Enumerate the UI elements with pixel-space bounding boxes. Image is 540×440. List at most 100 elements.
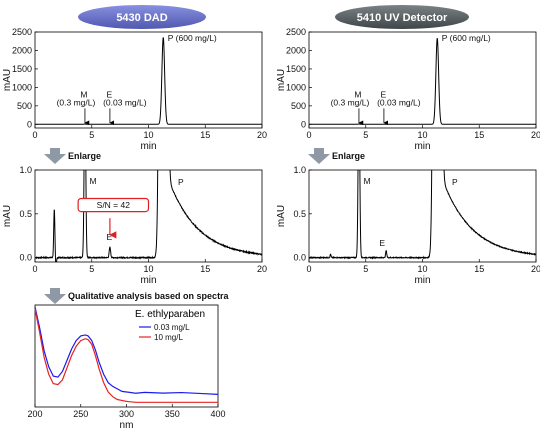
x-tick-label: 15 xyxy=(200,264,210,274)
x-tick-label: 15 xyxy=(474,264,484,274)
x-tick-label: 10 xyxy=(417,130,427,140)
plot-frame xyxy=(308,31,537,129)
x-tick-label: 10 xyxy=(143,264,153,274)
peak-label: E xyxy=(381,89,387,99)
enlarge-step-left: Enlarge xyxy=(44,148,101,164)
y-axis-label: mAU xyxy=(2,205,13,227)
x-tick-label: 0 xyxy=(306,264,311,274)
peak-label: M xyxy=(80,89,87,99)
y-tick-label: 2500 xyxy=(12,27,32,37)
y-tick-label: 1.0 xyxy=(293,165,306,175)
x-axis-label: min xyxy=(140,141,156,152)
down-arrow-icon xyxy=(44,148,66,164)
qualitative-label: Qualitative analysis based on spectra xyxy=(68,291,230,301)
y-tick-label: 1000 xyxy=(12,82,32,92)
y-tick-label: 0.0 xyxy=(293,253,306,263)
y-tick-label: 1.0 xyxy=(19,165,32,175)
y-tick-label: 1000 xyxy=(286,82,306,92)
peak-label: M xyxy=(363,176,370,186)
dad-title: 5430 DAD xyxy=(116,12,167,24)
x-tick-label: 5 xyxy=(363,130,368,140)
peak-label: P xyxy=(452,177,458,187)
peak-label: (0.03 mg/L) xyxy=(103,97,147,107)
x-tick-label: 5 xyxy=(363,264,368,274)
x-tick-label: 5 xyxy=(89,264,94,274)
peak-label: M xyxy=(89,176,96,186)
peak-label: (0.3 mg/L) xyxy=(331,97,370,107)
spectra-chart: 200 250 300 350 400 nm E. ethlyparaben 0.03 mg/… xyxy=(27,304,226,431)
x-tick-label: 250 xyxy=(73,409,88,419)
peak-label: (0.3 mg/L) xyxy=(57,97,96,107)
chromatogram-trace xyxy=(309,38,536,125)
dad-title-badge: 5430 DAD xyxy=(78,5,206,29)
peak-label: E xyxy=(107,89,113,99)
x-tick-label: 10 xyxy=(143,130,153,140)
y-tick-label: 0.5 xyxy=(293,209,306,219)
y-axis-label: mAU xyxy=(276,69,287,91)
x-tick-label: 0 xyxy=(32,130,37,140)
plot-frame xyxy=(34,169,263,263)
legend-label: 0.03 mg/L xyxy=(154,323,190,332)
peak-label: P xyxy=(178,177,184,187)
x-tick-label: 15 xyxy=(200,130,210,140)
chromatogram-trace xyxy=(35,37,262,125)
x-tick-label: 20 xyxy=(531,130,540,140)
uv-title-badge: 5410 UV Detector xyxy=(335,5,469,29)
y-tick-label: 500 xyxy=(291,101,306,111)
peak-label: E xyxy=(379,238,385,248)
y-tick-label: 2000 xyxy=(12,45,32,55)
plot-frame xyxy=(34,31,263,129)
enlarge-step-right: Enlarge xyxy=(308,148,365,164)
y-tick-label: 2000 xyxy=(286,45,306,55)
x-tick-label: 300 xyxy=(119,409,134,419)
qualitative-step: Qualitative analysis based on spectra xyxy=(44,288,230,304)
x-axis-label: nm xyxy=(120,420,134,431)
peak-label: P (600 mg/L) xyxy=(442,33,491,43)
x-tick-label: 0 xyxy=(32,264,37,274)
x-tick-label: 0 xyxy=(306,130,311,140)
down-arrow-icon xyxy=(308,148,330,164)
y-tick-label: 1500 xyxy=(286,64,306,74)
uv_zoom-chart: 0 5 10 15 20 0.0 0.5 1.0 min mAU M E P xyxy=(276,165,540,286)
y-tick-label: 0 xyxy=(301,119,306,129)
peak-label: M xyxy=(354,89,361,99)
x-tick-label: 350 xyxy=(165,409,180,419)
spectra-title: E. ethlyparaben xyxy=(135,309,205,320)
y-tick-label: 1500 xyxy=(12,64,32,74)
x-tick-label: 15 xyxy=(474,130,484,140)
x-axis-label: min xyxy=(414,141,430,152)
down-arrow-icon xyxy=(44,288,66,304)
sn-box xyxy=(77,197,150,213)
uv_full-chart: 0 5 10 15 20 0 500 1000 1500 2000 2500 min mAU P (600… xyxy=(276,27,540,152)
x-tick-label: 200 xyxy=(27,409,42,419)
spectrum-series-1 xyxy=(34,308,218,403)
sn-label: S/N = 42 xyxy=(97,200,131,210)
y-tick-label: 0.0 xyxy=(19,253,32,263)
x-tick-label: 20 xyxy=(257,264,267,274)
y-tick-label: 0 xyxy=(27,119,32,129)
peak-label: P (600 mg/L) xyxy=(168,33,217,43)
x-axis-label: min xyxy=(414,275,430,286)
y-tick-label: 0.5 xyxy=(19,209,32,219)
x-tick-label: 5 xyxy=(89,130,94,140)
enlarge-label-left: Enlarge xyxy=(68,151,101,161)
dad_full-chart: 0 5 10 15 20 0 500 1000 1500 2000 2500 min mAU P (600… xyxy=(2,27,267,152)
uv-title: 5410 UV Detector xyxy=(357,12,448,24)
legend-label: 10 mg/L xyxy=(154,333,183,342)
plot-frame xyxy=(308,169,537,263)
y-tick-label: 2500 xyxy=(286,27,306,37)
y-axis-label: mAU xyxy=(276,205,287,227)
chromatogram-trace xyxy=(35,170,262,262)
enlarge-label-right: Enlarge xyxy=(332,151,365,161)
spectrum-series-0 xyxy=(34,306,219,395)
x-tick-label: 10 xyxy=(417,264,427,274)
x-tick-label: 400 xyxy=(210,409,225,419)
y-tick-label: 500 xyxy=(17,101,32,111)
chromatogram-trace xyxy=(309,170,536,260)
x-tick-label: 20 xyxy=(531,264,540,274)
y-axis-label: mAU xyxy=(2,69,13,91)
x-tick-label: 20 xyxy=(257,130,267,140)
